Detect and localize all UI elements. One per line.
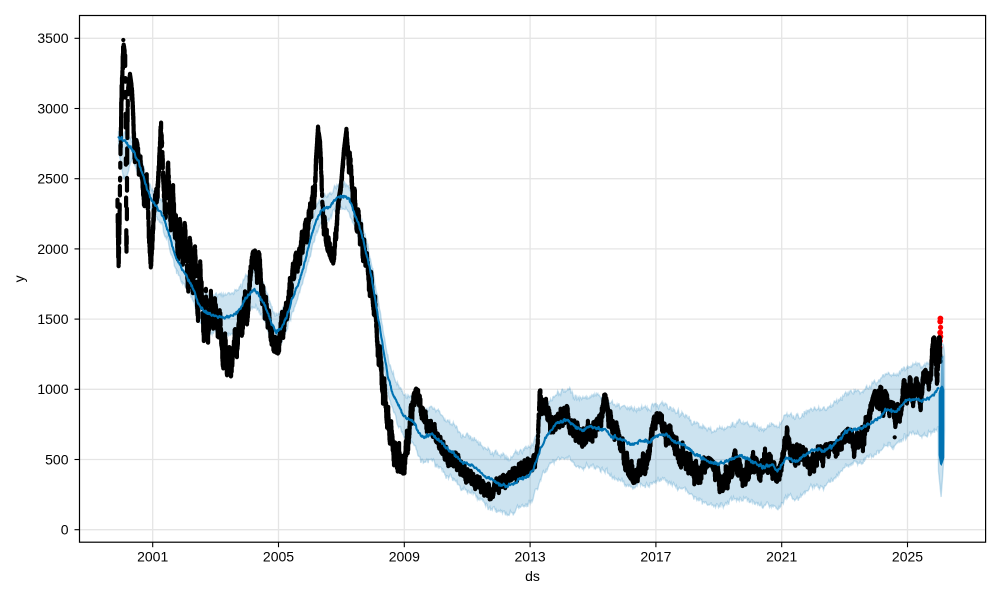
svg-text:1500: 1500 [37, 311, 68, 327]
svg-text:2000: 2000 [37, 241, 68, 257]
svg-text:500: 500 [45, 451, 69, 467]
svg-text:2500: 2500 [37, 171, 68, 187]
svg-text:3000: 3000 [37, 100, 68, 116]
svg-text:0: 0 [61, 522, 69, 538]
svg-text:1000: 1000 [37, 381, 68, 397]
svg-text:2025: 2025 [892, 549, 923, 565]
svg-text:2013: 2013 [515, 549, 546, 565]
svg-text:2017: 2017 [640, 549, 671, 565]
svg-text:ds: ds [525, 568, 540, 584]
svg-text:2005: 2005 [263, 549, 294, 565]
svg-text:y: y [11, 275, 27, 282]
svg-text:2001: 2001 [137, 549, 168, 565]
svg-text:2021: 2021 [766, 549, 797, 565]
svg-text:2009: 2009 [389, 549, 420, 565]
svg-text:3500: 3500 [37, 30, 68, 46]
